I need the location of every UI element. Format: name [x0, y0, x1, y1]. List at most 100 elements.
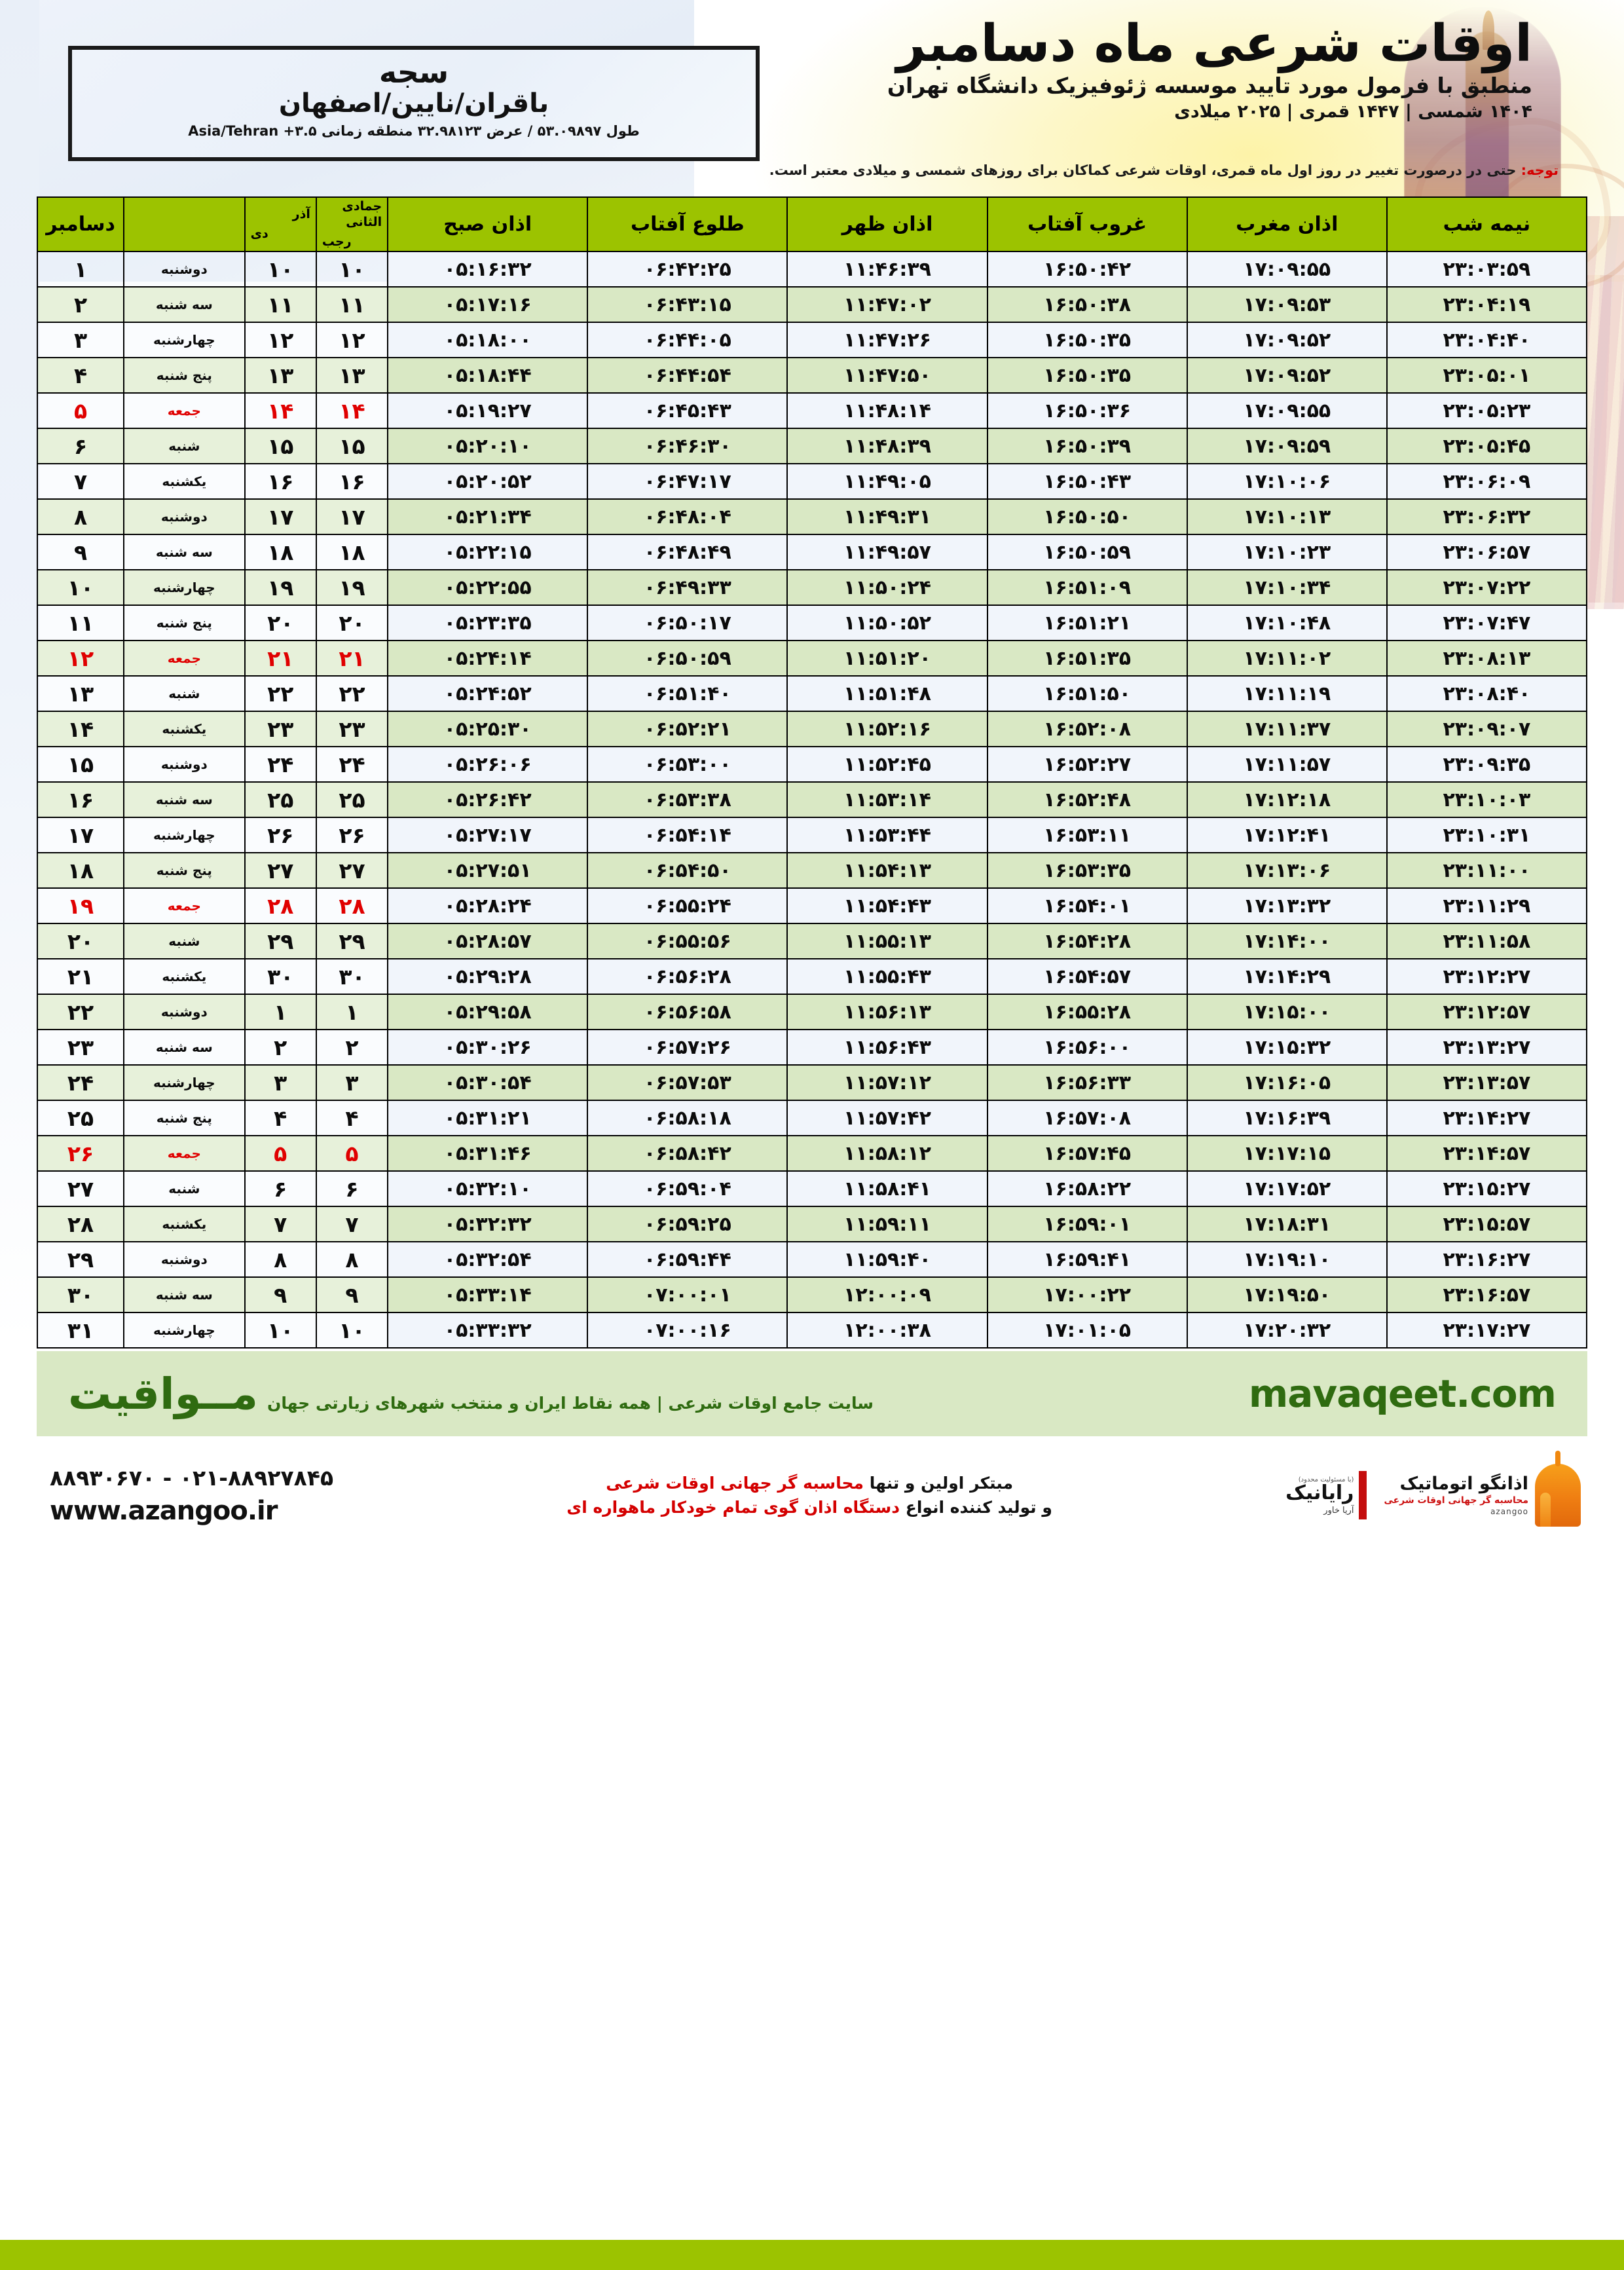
footer-line2-prefix: و تولید کننده انواع — [905, 1498, 1052, 1517]
cell-ghoroob: ۱۶:۵۰:۵۰ — [986, 498, 1188, 536]
cell-sobh: ۰۵:۲۳:۳۵ — [387, 605, 589, 642]
cell-december: ۹ — [36, 534, 125, 571]
prayer-times-table-wrap: نیمه شب اذان مغرب غروب آفتاب اذان ظهر طل… — [36, 196, 1588, 1349]
cell-dayname: دوشنبه — [123, 746, 246, 783]
cell-maghreb: ۱۷:۱۹:۱۰ — [1186, 1241, 1388, 1278]
cell-zohr: ۱۱:۵۲:۴۵ — [786, 746, 988, 783]
cell-december: ۱۳ — [36, 675, 125, 713]
cell-maghreb: ۱۷:۰۹:۵۲ — [1186, 322, 1388, 359]
cell-dayname: سه شنبه — [123, 286, 246, 324]
cell-shamsi: ۱۱ — [244, 286, 317, 324]
footer-line1-highlight: محاسبه گر جهانی اوقات شرعی — [606, 1473, 864, 1493]
col-header-ghoroob: غروب آفتاب — [986, 196, 1188, 253]
cell-nimeshab: ۲۳:۱۴:۵۷ — [1386, 1135, 1588, 1172]
cell-zohr: ۱۱:۵۶:۴۳ — [786, 1029, 988, 1066]
cell-nimeshab: ۲۳:۰۳:۵۹ — [1386, 251, 1588, 288]
azangoo-logo-sub: محاسبه گر جهانی اوقات شرعی — [1384, 1495, 1528, 1506]
cell-maghreb: ۱۷:۱۱:۰۲ — [1186, 640, 1388, 677]
cell-qamari: ۹ — [315, 1276, 389, 1314]
cell-tolou: ۰۶:۴۴:۵۴ — [587, 357, 788, 394]
cell-qamari: ۲۶ — [315, 817, 389, 854]
cell-ghoroob: ۱۶:۵۱:۳۵ — [986, 640, 1188, 677]
cell-maghreb: ۱۷:۰۹:۵۵ — [1186, 251, 1388, 288]
table-row: ۲۳:۱۶:۵۷ ۱۷:۱۹:۵۰ ۱۷:۰۰:۲۲ ۱۲:۰۰:۰۹ ۰۷:۰۰:۰۱… — [36, 1276, 1588, 1314]
cell-tolou: ۰۶:۵۴:۱۴ — [587, 817, 788, 854]
cell-shamsi: ۳۰ — [244, 958, 317, 995]
cell-nimeshab: ۲۳:۰۷:۴۷ — [1386, 605, 1588, 642]
cell-dayname: چهارشنبه — [123, 1312, 246, 1349]
col-header-shamsi-bottom: دی — [250, 226, 268, 241]
cell-shamsi: ۵ — [244, 1135, 317, 1172]
promo-bar: mavaqeet.com سایت جامع اوقات شرعی | همه … — [37, 1351, 1587, 1437]
cell-tolou: ۰۶:۴۸:۰۴ — [587, 498, 788, 536]
cell-tolou: ۰۶:۵۹:۴۴ — [587, 1241, 788, 1278]
cell-dayname: دوشنبه — [123, 994, 246, 1031]
rayaneh-logo-small: (با مسئولیت محدود) — [1298, 1476, 1354, 1484]
cell-maghreb: ۱۷:۰۹:۵۹ — [1186, 428, 1388, 465]
table-row: ۲۳:۰۷:۴۷ ۱۷:۱۰:۴۸ ۱۶:۵۱:۲۱ ۱۱:۵۰:۵۲ ۰۶:۵۰:۱۷… — [36, 605, 1588, 642]
cell-shamsi: ۲۶ — [244, 817, 317, 854]
cell-shamsi: ۳ — [244, 1064, 317, 1102]
cell-nimeshab: ۲۳:۰۵:۲۳ — [1386, 392, 1588, 430]
table-header: نیمه شب اذان مغرب غروب آفتاب اذان ظهر طل… — [36, 196, 1588, 253]
cell-qamari: ۱۵ — [315, 428, 389, 465]
cell-ghoroob: ۱۶:۵۰:۴۲ — [986, 251, 1188, 288]
cell-shamsi: ۸ — [244, 1241, 317, 1278]
cell-qamari: ۳۰ — [315, 958, 389, 995]
footer-website[interactable]: www.azangoo.ir — [50, 1495, 278, 1526]
prayer-times-table: نیمه شب اذان مغرب غروب آفتاب اذان ظهر طل… — [36, 196, 1588, 1349]
cell-nimeshab: ۲۳:۰۶:۵۷ — [1386, 534, 1588, 571]
cell-shamsi: ۱۰ — [244, 251, 317, 288]
note-text: حتی در درصورت تغییر در روز اول ماه قمری،… — [769, 162, 1517, 178]
col-header-december: دسامبر — [36, 196, 125, 253]
cell-ghoroob: ۱۶:۵۹:۴۱ — [986, 1241, 1188, 1278]
cell-maghreb: ۱۷:۱۰:۴۸ — [1186, 605, 1388, 642]
cell-sobh: ۰۵:۲۹:۵۸ — [387, 994, 589, 1031]
cell-zohr: ۱۲:۰۰:۳۸ — [786, 1312, 988, 1349]
cell-shamsi: ۱۰ — [244, 1312, 317, 1349]
cell-dayname: دوشنبه — [123, 251, 246, 288]
cell-december: ۲۹ — [36, 1241, 125, 1278]
cell-ghoroob: ۱۶:۵۰:۳۵ — [986, 322, 1188, 359]
cell-sobh: ۰۵:۲۴:۵۲ — [387, 675, 589, 713]
col-header-maghreb: اذان مغرب — [1186, 196, 1388, 253]
note-label: توجه: — [1521, 162, 1559, 178]
cell-sobh: ۰۵:۳۱:۲۱ — [387, 1100, 589, 1137]
cell-december: ۲۳ — [36, 1029, 125, 1066]
cell-qamari: ۸ — [315, 1241, 389, 1278]
cell-dayname: پنج شنبه — [123, 605, 246, 642]
cell-sobh: ۰۵:۳۳:۱۴ — [387, 1276, 589, 1314]
cell-sobh: ۰۵:۳۲:۳۲ — [387, 1206, 589, 1243]
cell-shamsi: ۷ — [244, 1206, 317, 1243]
cell-ghoroob: ۱۶:۵۳:۳۵ — [986, 852, 1188, 889]
cell-ghoroob: ۱۶:۵۹:۰۱ — [986, 1206, 1188, 1243]
background-left-strip — [0, 0, 39, 2240]
table-row: ۲۳:۱۶:۲۷ ۱۷:۱۹:۱۰ ۱۶:۵۹:۴۱ ۱۱:۵۹:۴۰ ۰۶:۵۹:۴۴… — [36, 1241, 1588, 1278]
shrine-spire-icon — [1483, 10, 1494, 50]
cell-december: ۲۱ — [36, 958, 125, 995]
azangoo-logo-text: اذانگو اتوماتیک محاسبه گر جهانی اوقات شر… — [1384, 1475, 1528, 1516]
page-header: سجه باقران/نایین/اصفهان طول ۵۳.۰۹۸۹۷ / ع… — [0, 0, 1624, 196]
cell-tolou: ۰۶:۴۲:۲۵ — [587, 251, 788, 288]
cell-dayname: چهارشنبه — [123, 817, 246, 854]
cell-sobh: ۰۵:۳۲:۵۴ — [387, 1241, 589, 1278]
azangoo-logo: اذانگو اتوماتیک محاسبه گر جهانی اوقات شر… — [1384, 1464, 1581, 1527]
cell-shamsi: ۲۵ — [244, 781, 317, 819]
cell-tolou: ۰۶:۴۹:۳۳ — [587, 569, 788, 606]
promo-url[interactable]: mavaqeet.com — [1248, 1371, 1557, 1417]
footer-phone[interactable]: ۰۲۱-۸۸۹۲۷۸۴۵ - ۸۸۹۳۰۶۷۰ — [50, 1464, 334, 1491]
rayaneh-logo-sub: آریا خاور — [1323, 1506, 1354, 1516]
table-row: ۲۳:۱۵:۵۷ ۱۷:۱۸:۳۱ ۱۶:۵۹:۰۱ ۱۱:۵۹:۱۱ ۰۶:۵۹:۲۵… — [36, 1206, 1588, 1243]
footer-green-bar — [0, 2240, 1624, 2270]
cell-sobh: ۰۵:۱۹:۲۷ — [387, 392, 589, 430]
cell-sobh: ۰۵:۲۶:۴۲ — [387, 781, 589, 819]
cell-qamari: ۱۱ — [315, 286, 389, 324]
cell-dayname: جمعه — [123, 640, 246, 677]
cell-qamari: ۲۲ — [315, 675, 389, 713]
table-row: ۲۳:۰۶:۰۹ ۱۷:۱۰:۰۶ ۱۶:۵۰:۴۳ ۱۱:۴۹:۰۵ ۰۶:۴۷:۱۷… — [36, 463, 1588, 500]
cell-december: ۱۲ — [36, 640, 125, 677]
cell-ghoroob: ۱۶:۵۴:۲۸ — [986, 923, 1188, 960]
cell-nimeshab: ۲۳:۱۰:۰۳ — [1386, 781, 1588, 819]
cell-maghreb: ۱۷:۰۹:۵۲ — [1186, 357, 1388, 394]
cell-tolou: ۰۶:۵۳:۳۸ — [587, 781, 788, 819]
